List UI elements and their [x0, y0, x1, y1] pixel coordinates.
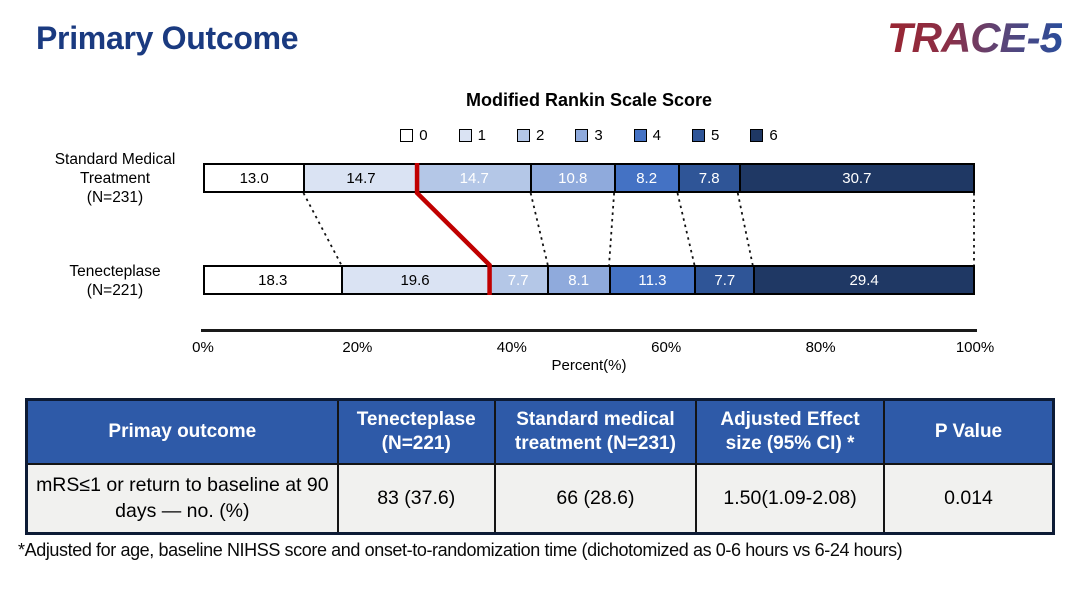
series-n: (N=231) — [86, 189, 144, 206]
header-primary-outcome: Primay outcome — [25, 398, 339, 465]
legend-label: 2 — [535, 127, 545, 144]
cell-standard-value: 66 (28.6) — [493, 462, 698, 535]
legend-label: 3 — [594, 127, 603, 144]
dotted-connector-line — [608, 192, 616, 266]
bar-segment-mrs5: 7.8 — [677, 165, 739, 191]
legend-item-3: 3 — [575, 127, 603, 144]
legend-label: 4 — [652, 127, 662, 144]
table-row: mRS≤1 or return to baseline at 90 days —… — [25, 462, 1055, 535]
x-axis-tick: 80% — [805, 339, 836, 356]
legend-swatch-icon — [633, 129, 647, 142]
bar-segment-mrs3: 10.8 — [529, 165, 614, 191]
x-axis-tick: 0% — [192, 339, 214, 356]
dotted-connector-line — [736, 192, 754, 266]
legend-label: 5 — [711, 127, 720, 144]
bar-segment-mrs6: 29.4 — [753, 267, 973, 293]
bar-segment-mrs6: 30.7 — [738, 165, 974, 191]
dotted-connector-line — [676, 192, 696, 266]
legend-swatch-icon — [516, 129, 530, 142]
legend-swatch-icon — [400, 129, 414, 142]
x-axis-tick: 40% — [496, 339, 527, 356]
page-title: Primary Outcome — [36, 20, 299, 56]
bar-segment-mrs4: 8.2 — [613, 165, 678, 191]
stacked-bar-tenecteplase: 18.3 19.6 7.7 8.1 11.3 7.7 29.4 — [203, 265, 975, 295]
legend-label: 6 — [769, 127, 778, 144]
table-header-row: Primay outcome Tenecteplase (N=221) Stan… — [25, 398, 1055, 465]
legend-item-5: 5 — [692, 127, 719, 144]
bar-segment-mrs1: 14.7 — [303, 165, 417, 191]
legend-label: 1 — [477, 127, 486, 144]
stacked-bar-standard-medical: 13.0 14.7 14.7 10.8 8.2 7.8 30.7 — [203, 163, 975, 193]
legend-item-6: 6 — [750, 127, 778, 144]
cell-p-value: 0.014 — [883, 462, 1055, 535]
bar-segment-mrs2: 7.7 — [487, 267, 547, 293]
x-axis-line — [201, 329, 977, 332]
bar-label-standard-medical: Standard Medical Treatment (N=231) — [30, 150, 200, 207]
legend-label: 0 — [419, 127, 428, 144]
bar-segment-mrs2: 14.7 — [416, 165, 530, 191]
dotted-connector-line — [302, 192, 343, 266]
footnote: *Adjusted for age, baseline NIHSS score … — [18, 540, 903, 560]
chart-legend: 0 1 2 3 4 5 6 — [203, 127, 975, 144]
header-effect-size: Adjusted Effect size (95% CI) * — [695, 398, 886, 465]
bar-segment-mrs5: 7.7 — [694, 267, 754, 293]
legend-swatch-icon — [458, 129, 472, 142]
cell-outcome-label: mRS≤1 or return to baseline at 90 days —… — [25, 462, 339, 535]
series-name: Tenecteplase — [69, 263, 161, 280]
legend-item-4: 4 — [633, 127, 662, 144]
series-n: (N=221) — [86, 282, 144, 299]
legend-item-2: 2 — [516, 127, 545, 144]
header-standard-medical: Standard medical treatment (N=231) — [493, 398, 698, 465]
chart-title: Modified Rankin Scale Score — [465, 90, 713, 110]
legend-swatch-icon — [750, 129, 764, 142]
bar-segment-mrs4: 11.3 — [608, 267, 695, 293]
header-tenecteplase: Tenecteplase (N=221) — [336, 398, 496, 465]
legend-item-1: 1 — [458, 127, 486, 144]
bar-label-tenecteplase: Tenecteplase (N=221) — [30, 262, 200, 300]
plot-area: 13.0 14.7 14.7 10.8 8.2 7.8 30.7 18.3 19.6 7.7 8.… — [203, 163, 975, 295]
dotted-connector-line — [529, 192, 549, 266]
x-axis-title: Percent(%) — [551, 357, 627, 374]
x-axis-tick: 100% — [955, 339, 995, 356]
primary-outcome-table: Primay outcome Tenecteplase (N=221) Stan… — [25, 398, 1055, 535]
bar-segment-mrs0: 18.3 — [205, 267, 341, 293]
bar-segment-mrs0: 13.0 — [205, 165, 304, 191]
x-axis-tick: 20% — [342, 339, 373, 356]
x-axis-tick: 60% — [651, 339, 682, 356]
legend-item-0: 0 — [400, 127, 428, 144]
bar-segment-mrs3: 8.1 — [546, 267, 609, 293]
trace-5-logo: TRACE-5 — [886, 14, 1063, 61]
legend-swatch-icon — [692, 129, 706, 142]
cell-effect-size-value: 1.50(1.09-2.08) — [695, 462, 886, 535]
bar-segment-mrs1: 19.6 — [340, 267, 488, 293]
header-p-value: P Value — [883, 398, 1055, 465]
series-name: Standard Medical Treatment — [54, 151, 176, 187]
cell-tenecteplase-value: 83 (37.6) — [336, 462, 496, 535]
legend-swatch-icon — [575, 129, 589, 142]
